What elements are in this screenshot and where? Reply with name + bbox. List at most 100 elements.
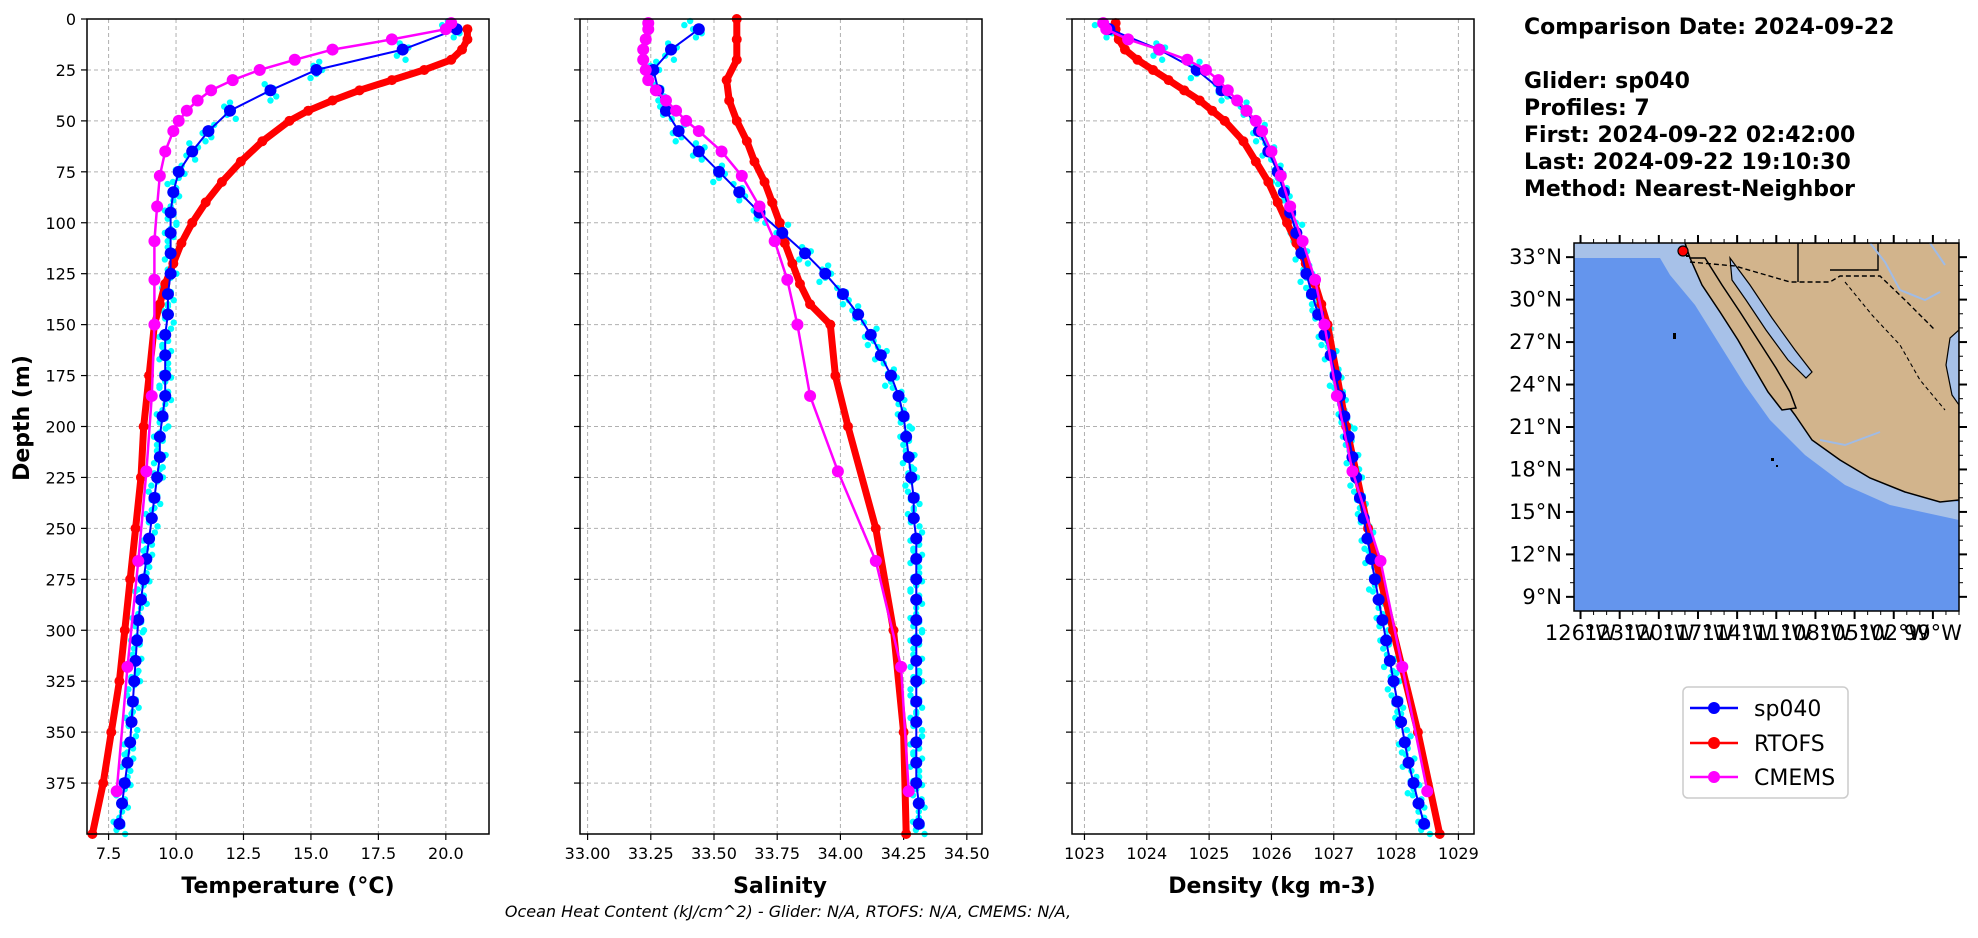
map-lon-label: 120°W: [1623, 621, 1695, 645]
sp040-point: [874, 349, 887, 362]
legend-item-sp040: sp040: [1690, 697, 1821, 722]
glider-raw-point: [918, 704, 926, 711]
y-tick-label: 0: [66, 10, 76, 29]
sp040-point: [902, 451, 915, 464]
sp040-point: [1376, 614, 1389, 627]
map-axes: 33°N 30°N 27°N 24°N 21°N 18°N 15°N 12°N 9°N 126°W…: [1509, 235, 1967, 645]
sp040-point: [1387, 675, 1400, 688]
cmems-point: [226, 74, 239, 87]
sp040-point: [223, 104, 236, 117]
sp040-point: [1305, 288, 1318, 301]
cmems-point: [1249, 114, 1262, 127]
glider-raw-point: [736, 197, 743, 204]
glider-raw-point: [1302, 284, 1310, 292]
salinity-axes: 33.00 33.25 33.50 33.75 34.00 34.25 34.50: [565, 14, 990, 863]
sp040-point: [134, 593, 147, 606]
sp040-point: [665, 43, 678, 56]
sp040-point: [1418, 817, 1431, 830]
cmems-point: [1330, 389, 1343, 402]
glider-raw-point: [127, 767, 134, 775]
cmems-point: [895, 660, 908, 673]
sp040-point: [912, 817, 925, 830]
sp040-point: [153, 430, 166, 443]
cmems-point: [637, 43, 650, 56]
glider-raw-point: [121, 751, 128, 758]
sp040-point: [116, 797, 129, 810]
cmems-point: [642, 23, 655, 36]
sp040-point: [1395, 715, 1408, 728]
sp040-point: [121, 756, 134, 769]
sp040-point: [161, 288, 174, 301]
salinity-axis-label: Salinity: [733, 874, 827, 899]
rtofs-point: [1219, 115, 1230, 126]
glider-raw-point: [1350, 488, 1358, 495]
sp040-point: [910, 675, 923, 688]
map-lon-label: 126°W: [1545, 621, 1617, 645]
sp040-point: [172, 165, 185, 178]
y-tick-label: 375: [45, 774, 76, 793]
cmems-point: [649, 84, 662, 97]
glider-raw-point: [1384, 686, 1392, 693]
y-tick-label: 175: [45, 367, 76, 386]
glider-raw-point: [1351, 425, 1358, 432]
sp040-point: [672, 125, 685, 138]
rtofs-point: [1263, 177, 1274, 187]
x-tick-label: 10.0: [158, 844, 194, 863]
sp040-point: [130, 634, 143, 647]
cmems-point: [1346, 465, 1359, 478]
sp040-point: [126, 695, 139, 708]
cmems-point: [791, 318, 804, 331]
sp040-point: [159, 349, 172, 362]
map-us-mexico-border: [1689, 261, 1936, 331]
cmems-point: [148, 235, 161, 248]
glider-raw-point: [824, 262, 832, 269]
glider-raw-point: [918, 629, 926, 636]
map-lon-label: 111°W: [1741, 621, 1813, 645]
cmems-point: [1265, 145, 1278, 158]
sp040-point: [910, 695, 923, 708]
axes-frame: [579, 18, 983, 835]
sp040-point: [907, 491, 920, 504]
sp040-point: [143, 532, 156, 545]
cmems-point: [140, 465, 153, 478]
glider-raw-point: [916, 500, 923, 508]
sp040-point: [910, 777, 923, 790]
sp040-point: [137, 573, 150, 586]
cmems-point: [642, 74, 655, 87]
x-tick-label: 17.5: [361, 844, 397, 863]
glider-raw-point: [918, 733, 926, 740]
glider-name: Glider: sp040: [1524, 69, 1690, 94]
map-river: [1819, 243, 1946, 447]
map-lat-label: 12°N: [1509, 542, 1562, 566]
cmems-point: [1212, 74, 1225, 87]
cmems-point: [167, 125, 180, 138]
sp040-point: [692, 145, 705, 158]
glider-raw-point: [273, 93, 280, 100]
glider-raw-point: [393, 52, 401, 59]
glider-raw-point: [1380, 645, 1387, 652]
ocean-heat-content-footer: Ocean Heat Content (kJ/cm^2) - Glider: N…: [505, 902, 1071, 921]
glider-raw-point: [915, 563, 923, 571]
sp040-point: [912, 797, 925, 810]
glider-raw-point: [145, 488, 152, 495]
x-tick-label: 1026: [1251, 844, 1292, 863]
glider-raw-point: [202, 138, 209, 145]
x-tick-label: 34.25: [881, 844, 927, 863]
rtofs-point: [1207, 105, 1218, 116]
rtofs-point: [125, 574, 136, 585]
cmems-point: [180, 104, 193, 117]
first-profile-time: First: 2024-09-22 02:42:00: [1524, 123, 1856, 148]
glider-raw-point: [881, 382, 889, 389]
glider-raw-point: [402, 56, 409, 63]
x-tick-label: 12.5: [226, 844, 262, 863]
cmems-point: [151, 200, 164, 213]
rtofs-point: [419, 64, 430, 75]
cmems-point: [1274, 169, 1287, 182]
rtofs-point: [1132, 54, 1143, 65]
x-tick-label: 1024: [1126, 844, 1167, 863]
glider-raw-point: [655, 97, 662, 104]
x-tick-label: 33.25: [628, 844, 674, 863]
map-baja-california: [1688, 257, 1798, 411]
x-tick-label: 1028: [1376, 844, 1417, 863]
